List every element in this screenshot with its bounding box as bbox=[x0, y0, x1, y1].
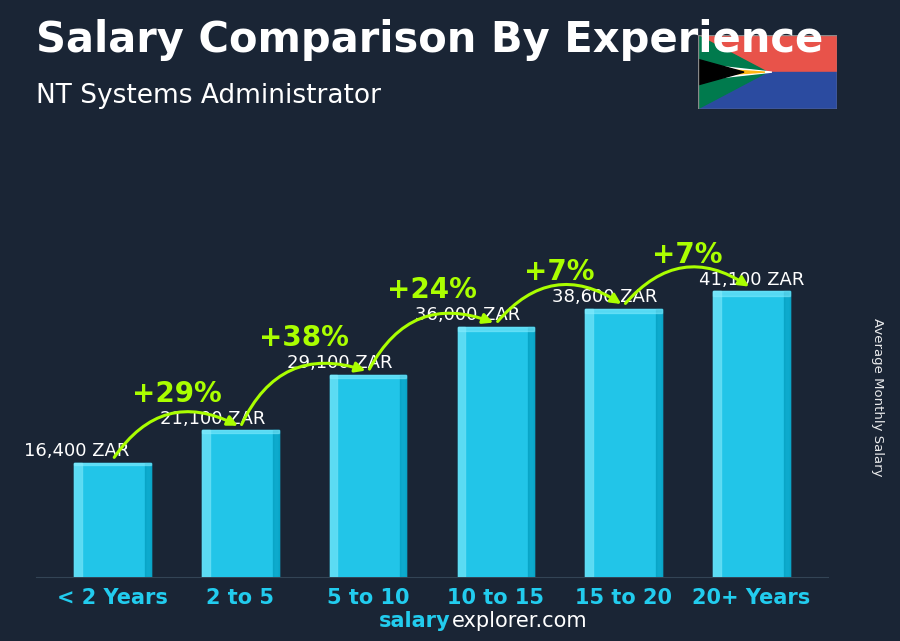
Polygon shape bbox=[698, 68, 765, 76]
Text: +24%: +24% bbox=[387, 276, 477, 304]
Text: +7%: +7% bbox=[652, 241, 723, 269]
Text: 21,100 ZAR: 21,100 ZAR bbox=[159, 410, 265, 428]
Bar bbox=[400, 375, 407, 577]
Bar bbox=[585, 309, 662, 577]
Text: NT Systems Administrator: NT Systems Administrator bbox=[36, 83, 381, 110]
Bar bbox=[329, 375, 338, 577]
Text: Average Monthly Salary: Average Monthly Salary bbox=[871, 318, 884, 477]
Text: Salary Comparison By Experience: Salary Comparison By Experience bbox=[36, 19, 824, 62]
Bar bbox=[202, 430, 210, 577]
Text: explorer.com: explorer.com bbox=[452, 612, 588, 631]
Bar bbox=[75, 463, 82, 577]
Text: +7%: +7% bbox=[525, 258, 595, 286]
Bar bbox=[457, 327, 535, 331]
Bar bbox=[457, 327, 535, 577]
Bar bbox=[528, 327, 535, 577]
Bar bbox=[585, 309, 662, 313]
Text: salary: salary bbox=[378, 612, 450, 631]
Bar bbox=[698, 72, 837, 109]
Polygon shape bbox=[698, 64, 772, 80]
Text: +38%: +38% bbox=[259, 324, 349, 352]
Text: 16,400 ZAR: 16,400 ZAR bbox=[24, 442, 130, 460]
Bar bbox=[145, 463, 151, 577]
Bar bbox=[202, 430, 279, 577]
Text: +29%: +29% bbox=[131, 379, 221, 408]
Bar bbox=[75, 463, 151, 577]
Text: 29,100 ZAR: 29,100 ZAR bbox=[287, 354, 392, 372]
Bar bbox=[202, 430, 279, 433]
Bar bbox=[457, 327, 465, 577]
Bar bbox=[75, 463, 151, 465]
Bar bbox=[698, 35, 837, 72]
Bar bbox=[713, 292, 789, 577]
Bar bbox=[713, 292, 721, 577]
Bar bbox=[329, 375, 407, 577]
Polygon shape bbox=[698, 59, 744, 85]
Bar bbox=[273, 430, 279, 577]
Polygon shape bbox=[698, 35, 767, 109]
Text: 36,000 ZAR: 36,000 ZAR bbox=[415, 306, 520, 324]
Bar bbox=[585, 309, 593, 577]
Bar bbox=[329, 375, 407, 378]
Bar bbox=[656, 309, 662, 577]
Bar bbox=[713, 292, 789, 296]
Text: 41,100 ZAR: 41,100 ZAR bbox=[698, 271, 804, 289]
Text: 38,600 ZAR: 38,600 ZAR bbox=[552, 288, 657, 306]
Bar bbox=[784, 292, 789, 577]
